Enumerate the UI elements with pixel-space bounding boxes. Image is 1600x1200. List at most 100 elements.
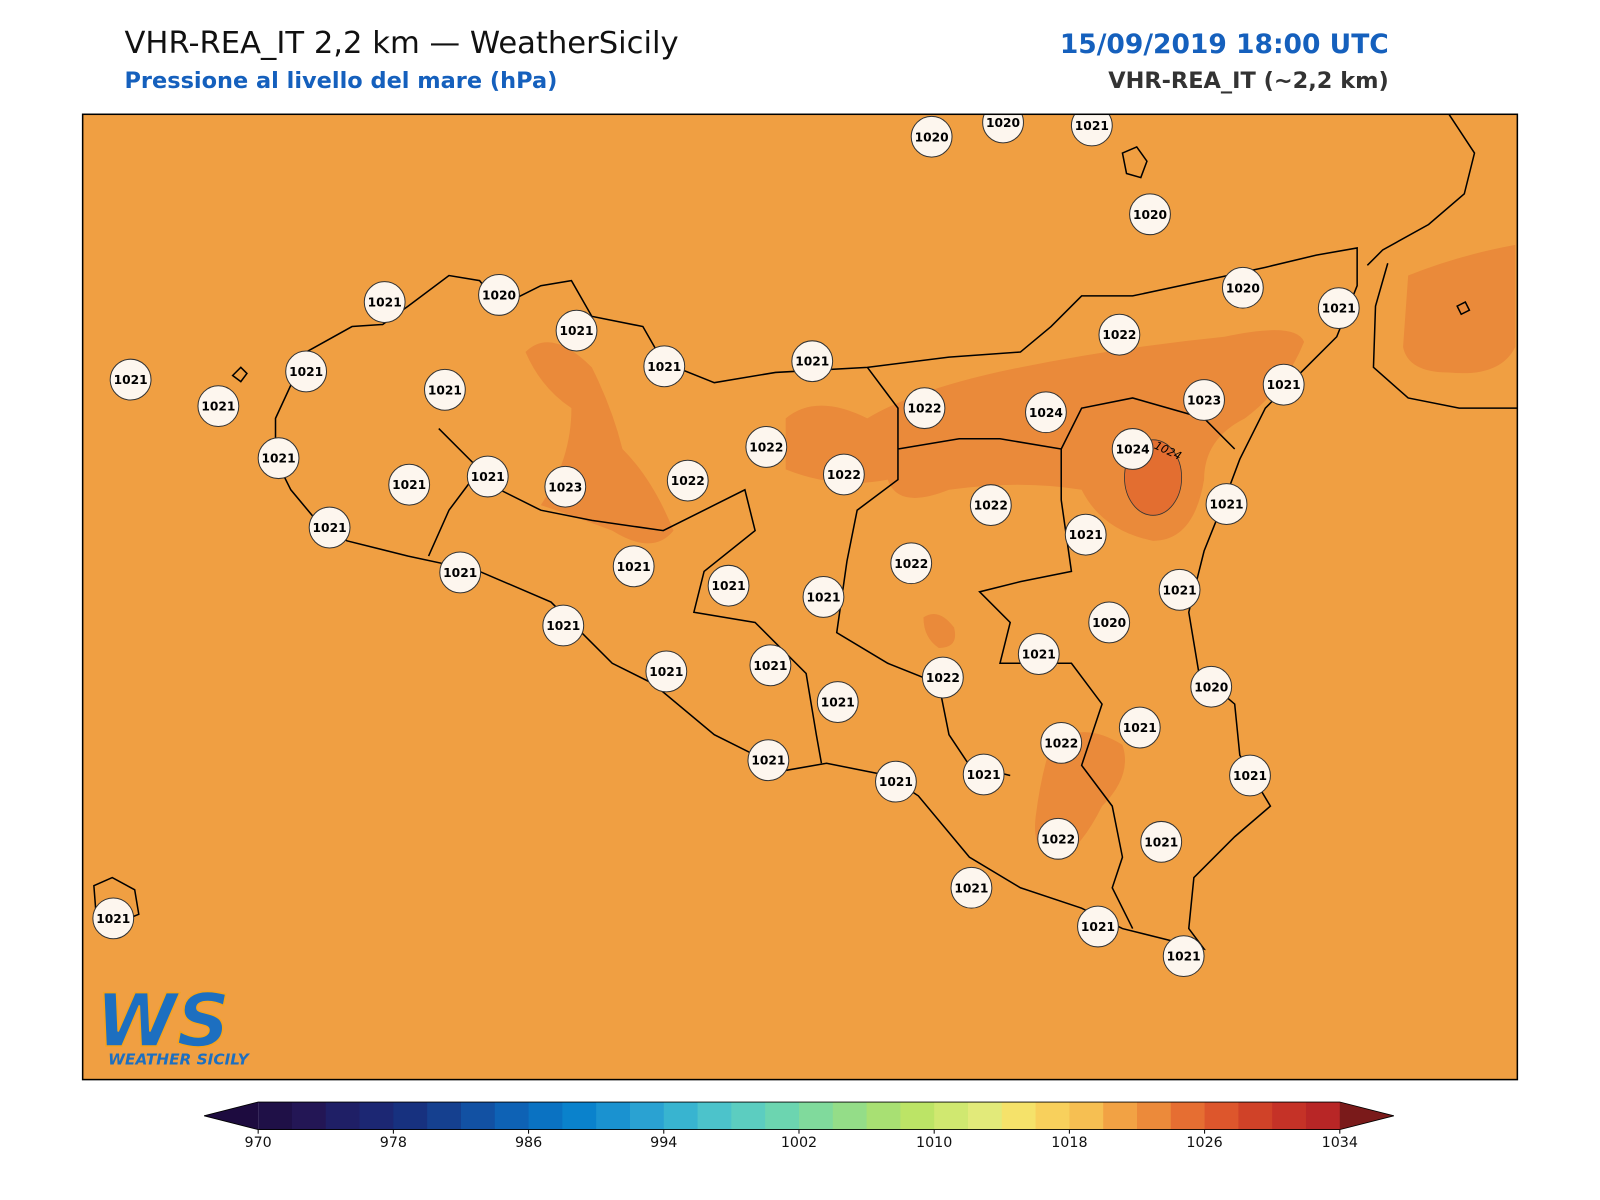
colorbar-bin xyxy=(967,1102,1003,1130)
colorbar-bin xyxy=(663,1102,699,1130)
station-value: 1021 xyxy=(1233,769,1267,783)
station: 1020 xyxy=(1088,601,1131,644)
station: 1021 xyxy=(749,644,792,687)
station-marker xyxy=(1025,391,1067,434)
colorbar-tick-label: 1002 xyxy=(781,1135,817,1151)
station: 1021 xyxy=(816,681,859,723)
station-marker xyxy=(890,542,933,585)
station-marker xyxy=(1017,633,1060,675)
station-value: 1021 xyxy=(617,560,651,574)
station-value: 1022 xyxy=(749,440,783,454)
colorbar-bin xyxy=(765,1102,800,1130)
colorbar-tick-label: 1018 xyxy=(1051,1135,1087,1151)
subtitle: Pressione al livello del mare (hPa) xyxy=(124,68,557,94)
colorbar-bin xyxy=(629,1102,665,1130)
station: 1024 xyxy=(1111,428,1154,470)
station-marker xyxy=(969,484,1012,527)
station-value: 1021 xyxy=(1022,648,1056,662)
map: 1020 1020 1021 1020 1021 1020 1021 1021 1021 1022… xyxy=(82,114,1518,1080)
station-value: 1021 xyxy=(1167,950,1201,964)
station: 1022 xyxy=(666,459,709,502)
station-value: 1021 xyxy=(879,775,913,789)
station: 1022 xyxy=(969,484,1012,527)
colorbar-bin xyxy=(258,1102,293,1130)
colorbar-bin xyxy=(1305,1102,1341,1130)
station-value: 1021 xyxy=(647,360,681,374)
station-value: 1022 xyxy=(1041,832,1075,846)
station-marker xyxy=(791,340,834,383)
station-marker xyxy=(1129,193,1171,236)
station-value: 1021 xyxy=(428,383,462,397)
station-marker xyxy=(745,426,788,468)
station-value: 1020 xyxy=(1194,680,1228,694)
station-marker xyxy=(555,309,598,352)
station-marker xyxy=(1077,905,1119,948)
station-value: 1021 xyxy=(954,881,988,895)
station-value: 1022 xyxy=(1044,736,1078,750)
station: 1021 xyxy=(109,358,152,401)
colorbar-bin xyxy=(866,1102,901,1130)
station: 1021 xyxy=(388,463,431,506)
station-marker xyxy=(478,273,520,316)
station: 1021 xyxy=(1229,754,1271,797)
station: 1021 xyxy=(1317,287,1360,330)
station-marker xyxy=(1262,363,1305,406)
pressure-field xyxy=(82,114,1518,1080)
colorbar-tick-label: 978 xyxy=(380,1135,407,1151)
station: 1021 xyxy=(950,866,993,909)
station: 1021 xyxy=(466,455,509,498)
station-value: 1021 xyxy=(806,590,840,604)
station-marker xyxy=(285,350,328,393)
station: 1021 xyxy=(197,385,240,428)
model-label: VHR-REA_IT (~2,2 km) xyxy=(1108,68,1389,94)
station-value: 1021 xyxy=(392,478,426,492)
station-marker xyxy=(257,437,300,480)
station-value: 1022 xyxy=(926,671,960,685)
station-value: 1021 xyxy=(289,365,323,379)
colorbar-bin xyxy=(1272,1102,1307,1130)
station-value: 1022 xyxy=(974,499,1008,513)
station-value: 1020 xyxy=(1092,616,1126,630)
colorbar-bin xyxy=(697,1102,732,1130)
station: 1021 xyxy=(875,760,917,803)
islands xyxy=(93,145,1471,924)
station: 1021 xyxy=(423,368,466,411)
station: 1022 xyxy=(903,387,946,430)
colorbar-bin xyxy=(1170,1102,1206,1130)
colorbar-bin xyxy=(1204,1102,1239,1130)
station-value: 1020 xyxy=(1133,208,1167,222)
colorbar-bin xyxy=(1069,1102,1104,1130)
station-value: 1021 xyxy=(443,566,477,580)
colorbar-bin xyxy=(1136,1102,1172,1130)
station-marker xyxy=(921,656,964,699)
station-marker xyxy=(308,506,351,549)
colorbar-bin xyxy=(1103,1102,1138,1130)
station: 1022 xyxy=(890,542,933,585)
station-value: 1021 xyxy=(712,579,746,593)
station: 1023 xyxy=(1183,379,1225,421)
title: VHR-REA_IT 2,2 km — WeatherSicily xyxy=(124,26,678,61)
colorbar-over xyxy=(1339,1102,1394,1130)
station-marker xyxy=(802,576,845,618)
station-value: 1021 xyxy=(1322,302,1356,316)
station-marker xyxy=(1205,483,1248,525)
station: 1021 xyxy=(555,309,598,352)
station-marker xyxy=(982,114,1024,144)
station-marker xyxy=(1190,665,1233,708)
station-marker xyxy=(1037,817,1080,860)
colorbar-bin xyxy=(494,1102,530,1130)
station-marker xyxy=(1183,379,1225,421)
station: 1021 xyxy=(1064,513,1107,556)
station-marker xyxy=(643,345,686,388)
station: 1021 xyxy=(1140,820,1183,863)
province-borders xyxy=(427,366,1236,929)
station: 1021 xyxy=(1070,114,1113,147)
station-value: 1021 xyxy=(1209,498,1243,512)
colorbar-under xyxy=(204,1102,259,1130)
station-value: 1020 xyxy=(482,288,516,302)
station: 1021 xyxy=(707,564,750,607)
station-marker xyxy=(1070,114,1113,147)
station-marker xyxy=(950,866,993,909)
colorbar-bin xyxy=(1001,1102,1037,1130)
logo: WS WEATHER SICILY xyxy=(95,978,250,1068)
